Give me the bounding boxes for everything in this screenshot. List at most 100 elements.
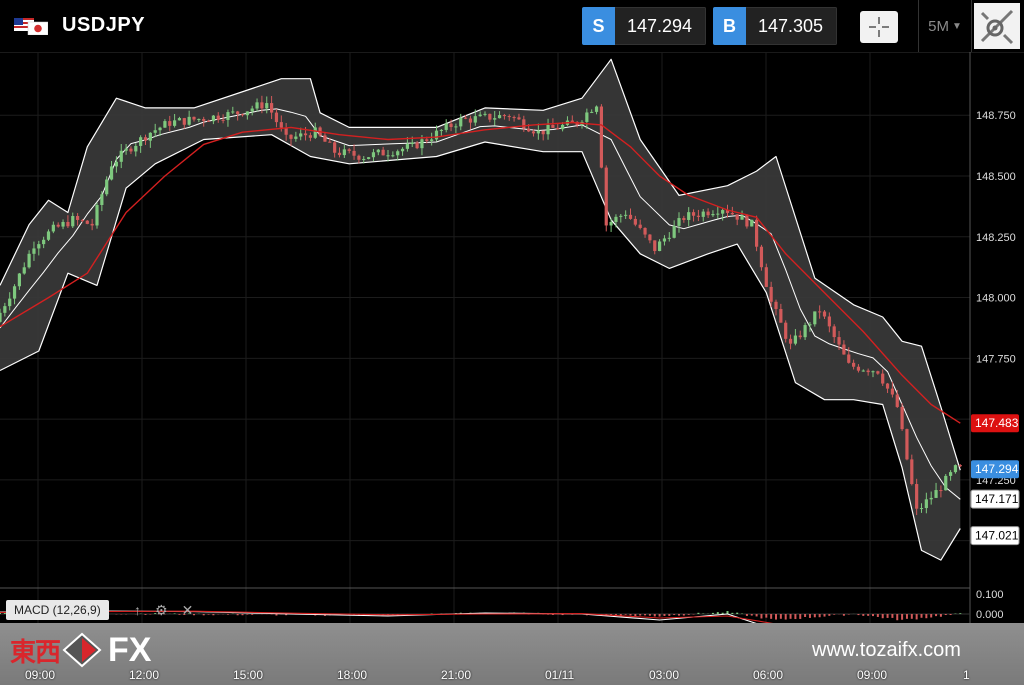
macd-controls: ↑ ⚙ ✕: [134, 600, 193, 620]
move-up-icon[interactable]: ↑: [134, 602, 141, 618]
crosshair-button[interactable]: [860, 11, 898, 43]
candle-body: [468, 118, 473, 123]
candle-body: [449, 123, 453, 128]
candle-body: [658, 241, 662, 252]
candle-body: [139, 137, 143, 146]
candle-body: [818, 311, 822, 313]
time-tick-label: 1: [963, 668, 970, 682]
candle-body: [609, 221, 613, 226]
candle-body: [871, 371, 875, 373]
candle-body: [109, 166, 114, 180]
candle-body: [808, 324, 812, 326]
candle-body: [876, 371, 880, 374]
candle-body: [497, 115, 502, 119]
time-tick-label: 12:00: [129, 668, 160, 682]
price-tick-label: 147.750: [976, 353, 1016, 365]
candle-body: [425, 139, 429, 141]
candle-body: [143, 137, 148, 141]
candle-body: [265, 103, 269, 109]
candle-body: [624, 214, 628, 216]
candle-body: [61, 221, 65, 227]
candle-body: [958, 465, 962, 467]
candle-body: [546, 124, 550, 135]
candle-body: [236, 111, 240, 115]
candle-body: [953, 465, 958, 473]
candle-body: [8, 298, 12, 307]
symbol-title[interactable]: USDJPY: [62, 14, 146, 36]
candle-body: [784, 322, 788, 339]
candle-body: [376, 149, 380, 153]
candle-body: [303, 133, 308, 136]
candle-body: [153, 130, 157, 133]
brand-fx-text: FX: [108, 630, 152, 669]
sell-quote-button[interactable]: S 147.294: [582, 7, 706, 45]
candle-body: [502, 115, 506, 117]
price-tick-label: 148.000: [976, 293, 1016, 305]
brand-logo: 東西 FX: [10, 630, 151, 670]
candle-body: [56, 224, 60, 227]
candle-body: [483, 113, 487, 115]
candle-body: [687, 212, 691, 220]
website-text: www.tozaifx.com: [812, 639, 961, 661]
candle-body: [939, 490, 943, 492]
timeframe-selector[interactable]: 5M ▼: [918, 0, 972, 52]
candle-body: [517, 117, 521, 120]
price-label-box: [971, 414, 1019, 433]
price-tick-label: 148.250: [976, 232, 1016, 244]
usd-jpy-flags-icon: [14, 18, 48, 35]
time-tick-label: 18:00: [337, 668, 368, 682]
candle-body: [255, 102, 259, 109]
price-label-box: [970, 489, 1020, 509]
candle-body: [745, 215, 749, 227]
candle-body: [730, 212, 734, 215]
price-tick-label: 148.750: [976, 110, 1016, 122]
bottom-time-bar: [0, 623, 1024, 685]
buy-quote-button[interactable]: B 147.305: [713, 7, 837, 45]
candle-body: [866, 370, 870, 373]
candle-body: [827, 316, 831, 327]
candle-body: [716, 213, 720, 215]
candle-body: [114, 161, 118, 167]
candle-body: [852, 362, 856, 367]
price-chart[interactable]: 148.750 148.500 148.250 148.000 147.750 147.2…: [0, 52, 1024, 685]
candle-body: [934, 490, 938, 498]
top-toolbar: USDJPY S 147.294 B 147.305 5M ▼: [0, 0, 1024, 53]
candle-body: [561, 124, 565, 130]
candle-body: [187, 116, 191, 125]
price-tick-label: 148.500: [976, 171, 1016, 183]
candle-body: [400, 148, 405, 152]
candle-body: [410, 142, 414, 145]
candle-body: [885, 383, 890, 389]
candle-body: [226, 112, 230, 120]
brand-cn-text: 東西: [10, 637, 61, 668]
candle-body: [628, 214, 633, 219]
candle-body: [813, 311, 817, 325]
candle-body: [895, 394, 899, 407]
candle-body: [522, 119, 526, 129]
candle-body: [396, 151, 400, 156]
candle-body: [677, 218, 681, 226]
candle-body: [66, 221, 70, 227]
candle-body: [124, 148, 128, 151]
buy-price: 147.305: [746, 7, 837, 45]
candle-body: [420, 139, 424, 149]
candle-body: [890, 388, 894, 395]
candle-body: [667, 237, 671, 239]
candle-body: [313, 127, 317, 138]
settings-gear-icon[interactable]: ⚙: [155, 601, 168, 618]
candle-body: [173, 120, 177, 126]
candle-body: [274, 112, 279, 123]
candle-body: [260, 102, 264, 109]
close-icon[interactable]: ✕: [181, 601, 194, 618]
candle-body: [527, 128, 531, 132]
candle-body: [706, 211, 710, 216]
candle-body: [17, 273, 21, 287]
candle-body: [240, 114, 245, 116]
macd-indicator-label[interactable]: MACD (12,26,9): [6, 600, 109, 620]
candle-body: [80, 219, 85, 221]
candle-body: [619, 215, 623, 217]
candle-body: [473, 116, 477, 123]
candle-body: [284, 127, 288, 135]
tools-button[interactable]: [974, 3, 1020, 49]
candle-body: [774, 301, 778, 309]
